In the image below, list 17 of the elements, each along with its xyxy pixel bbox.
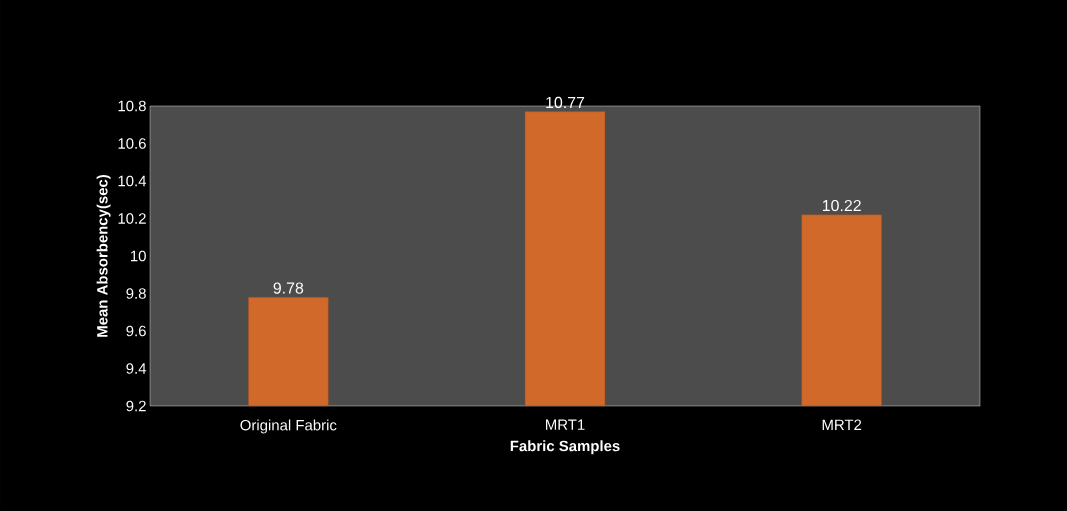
y-tick-label: 9.4 [126, 363, 147, 374]
y-tick-label: 10 [131, 250, 146, 262]
y-tick-label: 10.2 [118, 213, 146, 224]
data-label: 9.78 [273, 282, 304, 294]
x-tick-label: MRT1 [546, 419, 585, 430]
y-axis-title: Mean Absorbency(sec) [96, 174, 111, 337]
y-tick-label: 10.4 [118, 175, 147, 187]
y-tick-label: 9.6 [126, 325, 146, 337]
y-tick-label: 9.2 [126, 400, 146, 412]
x-axis-title: Fabric Samples [510, 440, 620, 455]
data-label: 10.22 [822, 199, 861, 212]
x-tick-label: Original Fabric [240, 419, 337, 434]
y-tick-label: 9.8 [126, 288, 146, 299]
data-label: 10.77 [546, 96, 585, 109]
y-tick-label: 10.6 [118, 138, 146, 149]
x-tick-label: MRT2 [822, 419, 862, 430]
y-tick-label: 10.8 [118, 100, 146, 112]
